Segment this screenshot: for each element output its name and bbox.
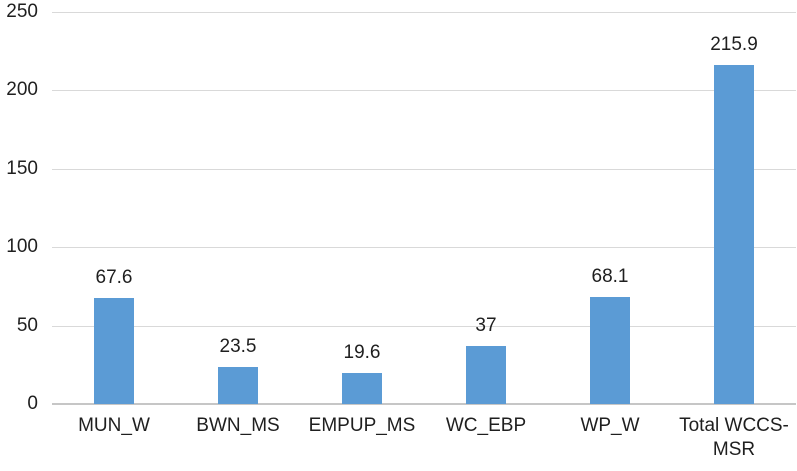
category-label: Total WCCS-MSR [679, 415, 789, 460]
bar [94, 298, 134, 404]
bar [466, 345, 506, 404]
y-tick-label: 0 [27, 393, 38, 414]
bar-value-label: 23.5 [219, 336, 257, 358]
y-tick-label: 150 [6, 157, 38, 179]
y-tick-label: 50 [16, 314, 38, 336]
category-label: BWN_MS [196, 415, 280, 436]
gridline [52, 12, 796, 13]
bar [714, 65, 754, 404]
x-axis-line [52, 403, 796, 405]
bar [218, 367, 258, 404]
bar-value-label: 37 [475, 314, 497, 336]
gridline [52, 247, 796, 249]
bar-value-label: 67.6 [95, 267, 133, 288]
category-label: WC_EBP [445, 415, 527, 436]
bar [342, 373, 382, 404]
gridline [52, 90, 796, 92]
gridline [52, 325, 796, 327]
category-label: EMPUP_MS [308, 415, 416, 436]
gridline [52, 168, 796, 170]
bar-value-label: 215.9 [710, 34, 758, 56]
bar-value-label: 19.6 [343, 342, 381, 364]
y-tick-label: 200 [6, 79, 38, 101]
y-tick-label: 100 [6, 236, 38, 258]
y-tick-label: 250 [6, 1, 38, 22]
bar-value-label: 68.1 [591, 266, 629, 288]
bar [590, 297, 630, 404]
category-label: MUN_W [78, 415, 150, 436]
category-label: WP_W [580, 415, 640, 436]
